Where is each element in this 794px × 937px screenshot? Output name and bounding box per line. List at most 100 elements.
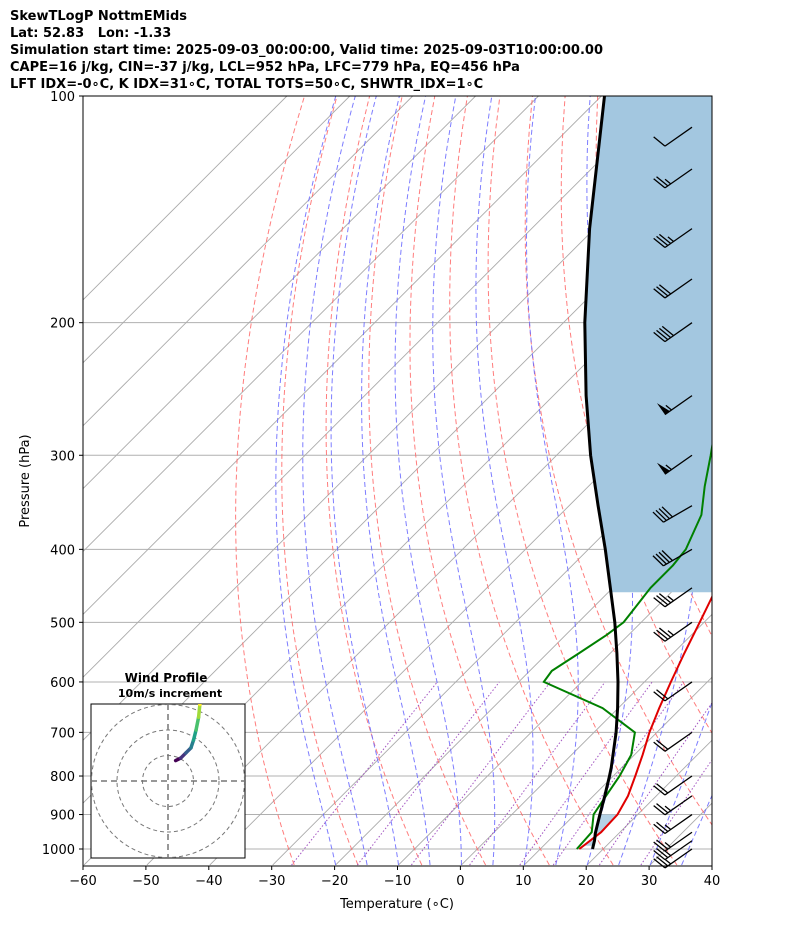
dry-adiabat: [449, 96, 614, 866]
barb-shaft: [664, 681, 693, 702]
barb-full: [658, 233, 672, 245]
wind-barb: [653, 278, 693, 299]
barb-full: [656, 856, 669, 867]
mixing-ratio-line: [356, 681, 500, 866]
barb-full: [653, 178, 666, 189]
isotherm-line: [83, 96, 414, 427]
barb-full: [653, 858, 666, 869]
y-tick-label: 1000: [42, 843, 75, 858]
barb-half: [664, 858, 672, 865]
barb-half: [664, 805, 672, 812]
isotherm-line: [83, 96, 539, 553]
barb-full: [656, 329, 669, 341]
isotherm-line: [83, 96, 602, 616]
barb-full: [653, 237, 666, 249]
hodograph-segment: [194, 715, 201, 732]
x-tick-label: −20: [321, 874, 348, 889]
dry-adiabat: [761, 96, 794, 865]
barb-full: [653, 691, 666, 702]
barb-full: [653, 331, 666, 343]
y-tick-label: 600: [50, 676, 75, 691]
barb-full: [658, 327, 672, 339]
wind-barb: [653, 775, 693, 796]
barb-full: [653, 823, 666, 834]
barb-full: [658, 593, 672, 604]
barb-shaft: [664, 775, 693, 796]
barb-full: [653, 597, 666, 608]
barb-full: [656, 803, 669, 814]
wind-barb: [653, 848, 693, 869]
x-tick-label: −30: [258, 874, 285, 889]
barb-full: [658, 284, 672, 295]
moist-adiabat: [618, 96, 700, 866]
wind-barb: [653, 621, 693, 642]
barb-full: [653, 631, 666, 642]
y-tick-label: 300: [50, 449, 75, 464]
isotherm-line: [83, 96, 351, 364]
x-tick-label: −40: [195, 874, 222, 889]
wind-barb: [653, 840, 693, 861]
wind-barb: [653, 322, 693, 343]
barb-shaft: [664, 795, 693, 816]
x-tick-label: 0: [456, 874, 464, 889]
wind-barb: [653, 126, 693, 147]
dry-adiabat: [281, 96, 359, 866]
station-title: SkewTLogP NottmEMids: [10, 9, 188, 24]
dry-adiabat: [524, 96, 712, 826]
wind-barb: [652, 505, 693, 523]
x-tick-label: 30: [641, 874, 658, 889]
hodograph-segment: [196, 704, 202, 719]
moist-adiabat: [302, 96, 368, 866]
barb-full: [652, 555, 664, 567]
barb-full: [658, 627, 672, 638]
barb-full: [653, 841, 666, 852]
barb-full: [656, 629, 669, 640]
barb-half: [667, 630, 674, 636]
barb-full: [653, 785, 666, 796]
cape-line: CAPE=16 j/kg, CIN=-37 j/kg, LCL=952 hPa,…: [10, 60, 520, 75]
mixing-ratio-line: [410, 681, 551, 866]
axis-ticks: −60 −50 −40 −30 −20 −10 0 10 20 30 40 1000 900 800 700…: [42, 90, 720, 889]
barb-full: [653, 849, 666, 861]
cape-fill: [584, 96, 712, 593]
barb-half: [665, 464, 672, 471]
wind-barb: [653, 228, 693, 249]
hodograph-subtitle: 10m/s increment: [118, 687, 222, 700]
barb-full: [661, 506, 673, 518]
hodograph-segment: [191, 728, 198, 742]
barb-full: [655, 553, 667, 565]
moist-adiabat: [745, 96, 794, 865]
barb-full: [656, 847, 669, 859]
x-tick-label: 10: [515, 874, 532, 889]
y-tick-label: 800: [50, 770, 75, 785]
dry-adiabat: [235, 96, 305, 866]
barb-full: [653, 288, 666, 299]
barb-full: [652, 511, 664, 523]
barb-half: [664, 178, 672, 185]
x-tick-label: −50: [132, 874, 159, 889]
moist-adiabat: [525, 96, 579, 866]
dry-adiabat: [368, 96, 487, 866]
barb-full: [658, 551, 670, 563]
y-tick-label: 400: [50, 543, 75, 558]
wind-barb: [653, 587, 693, 608]
barb-full: [661, 550, 673, 562]
isotherm-line: [83, 96, 288, 301]
simulation-time-line: Simulation start time: 2025-09-03_00:00:…: [10, 43, 603, 58]
dry-adiabat: [325, 96, 423, 866]
isotherm-line: [83, 96, 665, 678]
dry-adiabat: [728, 96, 794, 865]
moist-adiabat: [432, 96, 496, 866]
barb-full: [661, 325, 674, 337]
y-tick-label: 100: [50, 90, 75, 105]
barb-shaft: [664, 848, 693, 869]
barb-shaft: [663, 505, 693, 523]
barb-full: [656, 595, 669, 606]
chart-header: SkewTLogP NottmEMids Lat: 52.83 Lon: -1.3…: [10, 8, 603, 93]
barb-full: [653, 741, 666, 752]
barb-full: [656, 739, 669, 750]
hodograph: [91, 704, 245, 858]
x-axis-label: Temperature (∘C): [339, 897, 454, 912]
moist-adiabat: [713, 96, 794, 865]
